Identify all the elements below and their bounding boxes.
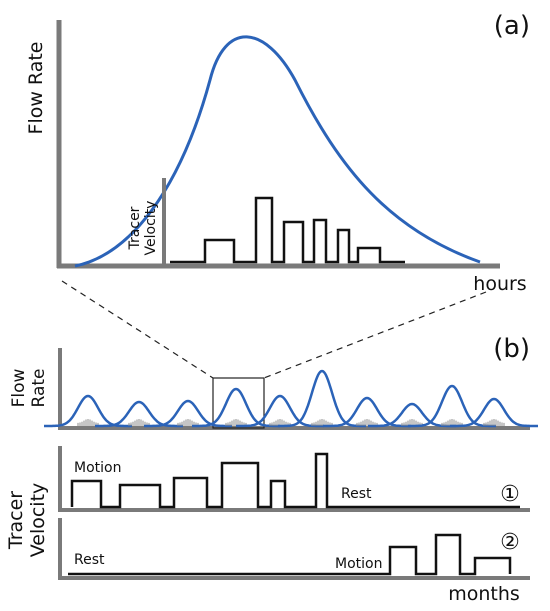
flow-pulse-7 — [323, 396, 411, 428]
scenario1-rest-label: Rest — [341, 486, 372, 502]
flow-pulse-9 — [408, 384, 496, 428]
scenario2-marker: ② — [500, 530, 520, 555]
flow-pulse-2 — [95, 400, 183, 428]
sediment-hatch-1 — [77, 419, 99, 426]
scenario2-velocity-trace — [68, 533, 512, 576]
panel-b: (b) Flow Rate Tracer Velocity Motion Res… — [5, 334, 538, 605]
velocity-label-line1: Tracer — [5, 491, 27, 550]
zoom-window — [212, 377, 265, 429]
flow-label-line1: Flow — [9, 369, 29, 408]
scenario2-rest-label: Rest — [74, 552, 105, 568]
inset-label-line1: Tracer — [127, 206, 143, 250]
sediment-hatch-8 — [401, 419, 423, 426]
sediment-hatch-4 — [225, 419, 247, 426]
scenario1-velocity-trace — [70, 452, 520, 509]
inset-velocity-trace — [170, 196, 405, 264]
sediment-hatch-9 — [441, 419, 463, 426]
panel-a-tag: (a) — [494, 11, 530, 41]
sediment-hatch-5 — [269, 419, 291, 426]
scenario1-marker: ① — [500, 482, 520, 507]
flow-pulse-8 — [368, 402, 456, 428]
flow-pulses — [44, 369, 538, 428]
panel-a: (a) Flow Rate hours Tracer Velocity — [25, 11, 530, 295]
flow-pulse-10 — [450, 397, 538, 428]
flow-pulse-4 — [192, 387, 280, 428]
flow-pulse-5 — [236, 394, 324, 428]
zoom-connector-left — [61, 280, 214, 379]
flow-pulse-1 — [44, 394, 132, 428]
panel-a-x-label: hours — [473, 273, 526, 295]
scenario2-motion-label: Motion — [335, 556, 382, 572]
velocity-label-line2: Velocity — [27, 483, 49, 558]
sediment-hatch-3 — [177, 419, 199, 426]
sediment-hatch-7 — [356, 419, 378, 426]
sediment-hatch-2 — [128, 419, 150, 426]
panel-a-y-label: Flow Rate — [25, 42, 47, 135]
panel-b-x-label: months — [448, 583, 520, 605]
flow-rate-curve — [74, 35, 481, 268]
sediment-hatch-10 — [483, 419, 505, 426]
panel-b-tag: (b) — [493, 334, 530, 364]
inset-label-line2: Velocity — [143, 201, 159, 256]
scenario1-motion-label: Motion — [74, 460, 121, 476]
flow-pulse-6 — [278, 369, 366, 428]
flow-pulse-3 — [144, 399, 232, 428]
zoom-connector-right — [263, 291, 487, 379]
flow-label-line2: Rate — [29, 369, 49, 408]
sediment-hatch-6 — [311, 419, 333, 426]
